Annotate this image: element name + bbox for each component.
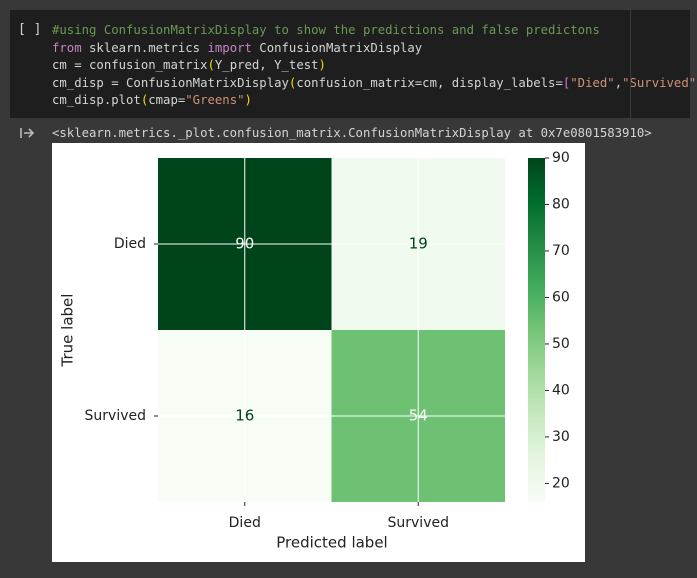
cell-label: 19 bbox=[409, 235, 428, 253]
colorbar-tick-label: 80 bbox=[552, 196, 570, 212]
code-token: sklearn.metrics bbox=[81, 40, 208, 55]
code-token: ( bbox=[140, 93, 149, 107]
colorbar bbox=[528, 158, 545, 502]
code-token: ) bbox=[244, 93, 252, 107]
code-token: import bbox=[207, 40, 252, 55]
code-token: cm_disp.plot bbox=[52, 93, 141, 107]
output-text: <sklearn.metrics._plot.confusion_matrix.… bbox=[52, 126, 652, 140]
code-token: #using ConfusionMatrixDisplay to show th… bbox=[52, 23, 600, 37]
cell-label: 54 bbox=[409, 407, 428, 425]
code-token: [ bbox=[562, 75, 571, 90]
code-token: from bbox=[52, 40, 82, 55]
code-line: cm = confusion_matrix(Y_pred, Y_test) bbox=[52, 57, 697, 75]
code-cell: [ ] #using ConfusionMatrixDisplay to sho… bbox=[10, 10, 697, 118]
code-token: cm_disp = ConfusionMatrixDisplay bbox=[52, 75, 289, 90]
code-token: ) bbox=[318, 58, 326, 72]
code-token: ( bbox=[288, 75, 297, 90]
code-token: confusion_matrix=cm, display_labels= bbox=[296, 75, 563, 90]
code-token: cmap= bbox=[148, 93, 186, 107]
x-tick-label: Survived bbox=[388, 515, 449, 531]
ruler bbox=[630, 10, 631, 118]
code-token: ( bbox=[207, 58, 215, 72]
code-line: cm_disp.plot(cmap="Greens") bbox=[52, 92, 697, 110]
code-line: cm_disp = ConfusionMatrixDisplay(confusi… bbox=[52, 75, 697, 93]
y-tick-label: Survived bbox=[85, 408, 146, 424]
colorbar-tick-label: 20 bbox=[552, 475, 570, 491]
x-tick-label: Died bbox=[229, 515, 261, 531]
cell-label: 90 bbox=[235, 235, 254, 253]
colorbar-tick-label: 40 bbox=[552, 382, 570, 398]
colorbar-tick-label: 30 bbox=[552, 429, 570, 445]
output-icon[interactable] bbox=[19, 125, 37, 141]
y-tick-label: Died bbox=[114, 236, 146, 252]
colorbar-tick-label: 70 bbox=[552, 243, 570, 259]
run-button[interactable]: [ ] bbox=[18, 22, 42, 37]
x-axis-label: Predicted label bbox=[276, 534, 387, 552]
cell-label: 16 bbox=[235, 407, 254, 425]
code-token: Y_pred, Y_test bbox=[214, 58, 319, 72]
code-editor[interactable]: #using ConfusionMatrixDisplay to show th… bbox=[52, 22, 697, 110]
colorbar-tick-label: 60 bbox=[552, 289, 570, 305]
chart: Predicted label True label 90 19 16 54 Died S… bbox=[52, 143, 585, 562]
code-token: "Died" bbox=[570, 75, 615, 90]
code-token: cm = confusion_matrix bbox=[52, 58, 208, 72]
y-axis-label: True label bbox=[59, 294, 77, 368]
code-line: from sklearn.metrics import ConfusionMat… bbox=[52, 40, 697, 58]
code-token: "Survived" bbox=[622, 75, 697, 90]
colorbar-tick-label: 50 bbox=[552, 336, 570, 352]
colorbar-tick-label: 90 bbox=[552, 150, 570, 166]
code-token: "Greens" bbox=[185, 93, 245, 107]
code-token: , bbox=[614, 75, 623, 90]
code-token: ConfusionMatrixDisplay bbox=[251, 40, 423, 55]
code-line: #using ConfusionMatrixDisplay to show th… bbox=[52, 22, 697, 40]
